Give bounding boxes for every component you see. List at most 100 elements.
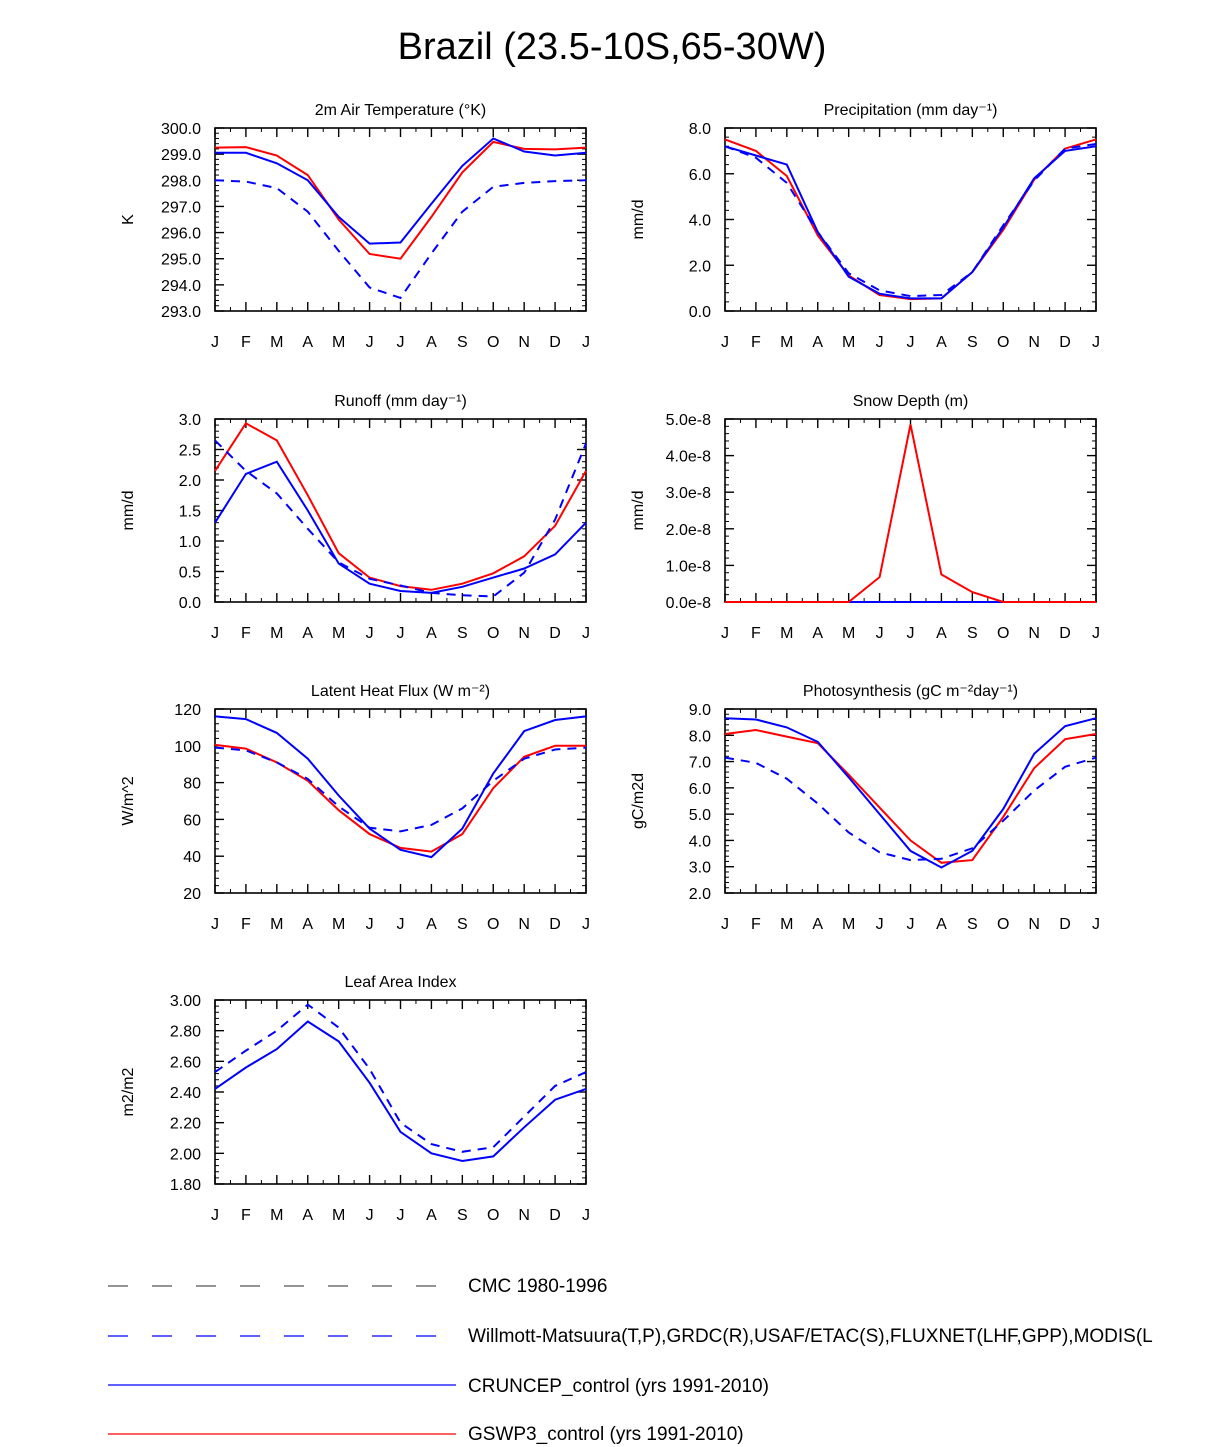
x-tick-label: A — [812, 334, 823, 351]
x-tick-label: M — [842, 916, 855, 933]
x-tick-label: A — [302, 334, 313, 351]
x-tick-label: D — [1059, 625, 1071, 642]
y-tick-label: 299.0 — [161, 147, 201, 164]
x-tick-label: O — [487, 916, 499, 933]
series-line-cru — [724, 145, 1097, 300]
y-axis-label-temp: K — [120, 214, 137, 225]
y-tick-label: 4.0 — [689, 833, 711, 850]
y-tick-label: 4.0 — [689, 213, 711, 230]
x-tick-label: O — [997, 625, 1009, 642]
y-tick-label: 7.0 — [689, 755, 711, 772]
x-tick-label: J — [582, 1207, 590, 1224]
y-tick-label: 2.5 — [179, 443, 201, 460]
figure-title: Brazil (23.5-10S,65-30W) — [397, 26, 827, 68]
plot-frame — [214, 999, 587, 1185]
chart-panel-runoff: J F M A M J J A S O N D J 0.0 0.5 1.0 1.5 2.0 2.5 3.0 Runoff… — [120, 393, 590, 642]
x-tick-label: S — [457, 916, 468, 933]
series-line-obs — [214, 439, 587, 598]
series-line-gswp3 — [725, 424, 1096, 603]
x-tick-label: J — [721, 334, 729, 351]
x-tick-label: D — [1059, 334, 1071, 351]
x-tick-label: F — [241, 334, 251, 351]
x-tick-label: J — [582, 334, 590, 351]
plot-frame — [214, 418, 587, 603]
x-tick-label: D — [549, 625, 561, 642]
x-tick-label: A — [936, 625, 947, 642]
x-tick-label: A — [812, 625, 823, 642]
x-tick-label: F — [241, 916, 251, 933]
series-line-cru — [214, 1020, 587, 1163]
y-tick-label: 0.0 — [179, 595, 201, 612]
y-axis-label-lhf: W/m^2 — [120, 776, 137, 825]
x-tick-label: J — [876, 625, 884, 642]
x-tick-label: A — [426, 916, 437, 933]
x-tick-label: O — [487, 1207, 499, 1224]
y-tick-label: 80 — [183, 776, 201, 793]
x-tick-label: M — [270, 334, 283, 351]
x-tick-label: O — [997, 334, 1009, 351]
x-tick-label: J — [211, 1207, 219, 1224]
x-tick-label: A — [426, 334, 437, 351]
x-tick-label: J — [397, 1207, 405, 1224]
x-tick-label: J — [582, 625, 590, 642]
x-tick-label: J — [876, 916, 884, 933]
y-tick-label: 2.0e-8 — [666, 522, 711, 539]
chart-panel-gpp: J F M A M J J A S O N D J 2.0 3.0 4.0 5.0 6.0 7.0 8.0 9.0 Pho… — [630, 683, 1100, 933]
y-tick-label: 2.60 — [170, 1054, 201, 1071]
y-tick-label: 100 — [174, 739, 201, 756]
series-line-obs — [214, 746, 587, 833]
chart-title-lhf: Latent Heat Flux (W m⁻²) — [311, 683, 490, 700]
x-tick-label: S — [967, 334, 978, 351]
x-tick-label: S — [457, 625, 468, 642]
x-tick-label: N — [518, 916, 530, 933]
x-tick-label: J — [907, 916, 915, 933]
x-tick-label: M — [270, 1207, 283, 1224]
y-tick-label: 295.0 — [161, 252, 201, 269]
series-line-cru — [214, 715, 587, 859]
y-tick-label: 3.0 — [179, 412, 201, 429]
x-tick-label: J — [1092, 625, 1100, 642]
x-tick-label: J — [211, 916, 219, 933]
y-axis-label-runoff: mm/d — [120, 491, 137, 531]
x-tick-label: N — [518, 625, 530, 642]
x-tick-label: J — [721, 916, 729, 933]
chart-panel-lai: J F M A M J J A S O N D J 1.80 2.00 2.20 2.40 2.60 2.80 3.0… — [120, 974, 590, 1224]
x-tick-label: J — [907, 334, 915, 351]
series-line-obs — [724, 756, 1097, 862]
y-tick-label: 5.0 — [689, 807, 711, 824]
x-tick-label: M — [780, 625, 793, 642]
chart-panel-precip: J F M A M J J A S O N D J 0.0 2.0 4.0 6.0 8.0 Precipitatio… — [630, 102, 1100, 351]
chart-title-runoff: Runoff (mm day⁻¹) — [334, 393, 467, 410]
x-tick-label: M — [332, 1207, 345, 1224]
x-tick-label: M — [332, 334, 345, 351]
y-axis-label-snow: mm/d — [630, 491, 647, 531]
x-tick-label: F — [241, 625, 251, 642]
legend-label-gswp3: GSWP3_control (yrs 1991-2010) — [468, 1424, 744, 1445]
y-tick-label: 1.0 — [179, 534, 201, 551]
x-tick-label: J — [721, 625, 729, 642]
legend-label-cruncep: CRUNCEP_control (yrs 1991-2010) — [468, 1376, 769, 1397]
x-tick-label: O — [487, 625, 499, 642]
y-tick-label: 2.20 — [170, 1116, 201, 1133]
x-tick-label: M — [842, 625, 855, 642]
x-tick-label: F — [751, 334, 761, 351]
x-tick-label: F — [751, 625, 761, 642]
y-tick-label: 3.0 — [689, 860, 711, 877]
y-tick-label: 8.0 — [689, 121, 711, 138]
y-tick-label: 6.0 — [689, 781, 711, 798]
chart-panel-snow: J F M A M J J A S O N D J 0.0e-8 1.0e-8 2.0e-8 3.0e-8 4.0… — [630, 393, 1100, 642]
x-tick-label: J — [397, 334, 405, 351]
y-tick-label: 2.0 — [689, 258, 711, 275]
y-tick-label: 298.0 — [161, 173, 201, 190]
x-tick-label: F — [241, 1207, 251, 1224]
chart-title-snow: Snow Depth (m) — [853, 393, 969, 410]
legend-label-obs: Willmott-Matsuura(T,P),GRDC(R),USAF/ETAC… — [468, 1326, 1153, 1347]
y-axis-label-gpp: gC/m2d — [630, 773, 647, 829]
x-tick-label: M — [270, 625, 283, 642]
y-tick-label: 120 — [174, 702, 201, 719]
x-tick-label: M — [332, 625, 345, 642]
plot-frame — [214, 127, 587, 312]
y-tick-label: 8.0 — [689, 728, 711, 745]
series-line-obs — [214, 179, 587, 300]
